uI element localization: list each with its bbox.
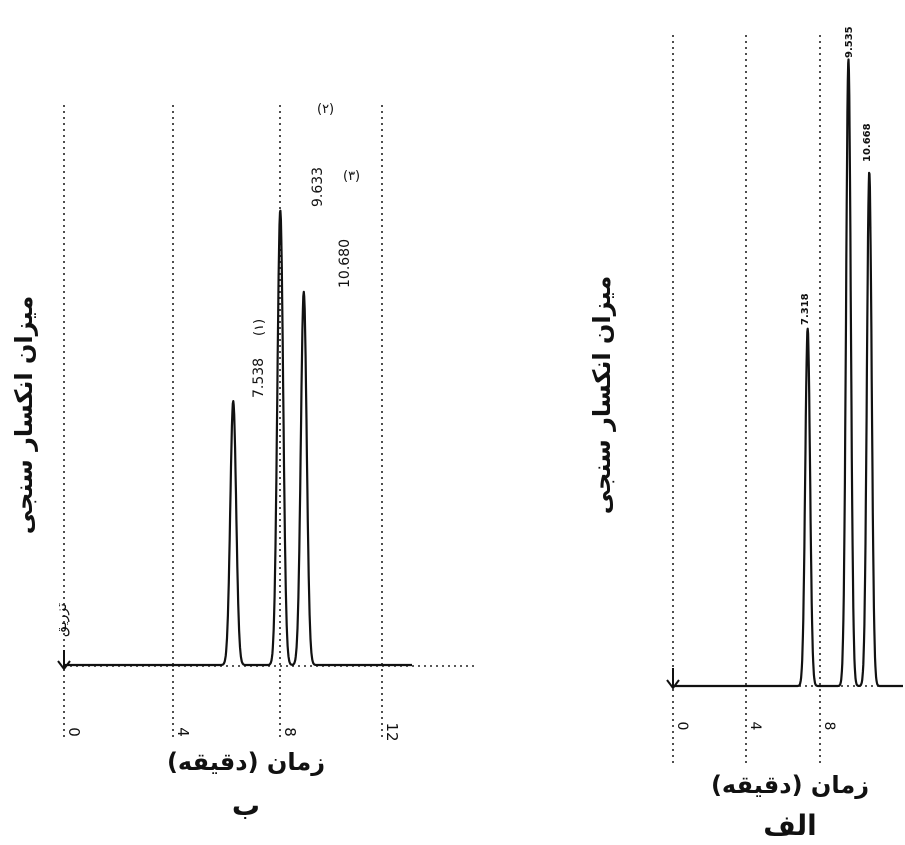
panel-alef-peak-1-label: 7.318 (800, 293, 811, 325)
panel-alef-signal-trace (672, 58, 904, 688)
panel-alef-label: الف (763, 809, 816, 842)
panel-b-tick-label-0: 0 (65, 727, 83, 737)
panel-b-y-axis-title: میزان انکسار سنجی (10, 296, 38, 534)
panel-b-peak-2-marker: (۲) (317, 102, 334, 117)
panel-alef-tick-label-4: 4 (747, 722, 763, 731)
panel-b-peak-1-label: 7.538 (251, 358, 267, 398)
panel-alef-tick-labels: 0 4 8 (674, 722, 837, 731)
panel-b-label: ب (232, 789, 260, 822)
panel-b-peak-2-label: 9.633 (310, 167, 326, 207)
panel-b-tick-label-12: 12 (383, 722, 401, 741)
panel-b-peak-3-label: 10.680 (337, 239, 353, 288)
panel-alef-tick-label-8: 8 (821, 722, 837, 731)
chart-panel-b: تزریق 0 4 8 12 7.538 (۱) 9.633 (۲) 10.68… (10, 102, 478, 822)
panel-alef-peak-3-label: 10.668 (862, 123, 873, 162)
panel-b-tick-label-8: 8 (281, 727, 299, 737)
panel-alef-x-axis-title: زمان (دقیقه) (711, 771, 869, 799)
panel-b-injection-arrow (57, 650, 71, 671)
panel-b-grid (63, 105, 478, 740)
panel-alef-y-axis-title: میزان انکسار سنجی (588, 276, 616, 514)
panel-b-tick-labels: 0 4 8 12 (65, 722, 401, 741)
panel-b-peak-labels: 7.538 (۱) 9.633 (۲) 10.680 (۳) (251, 102, 360, 398)
panel-b-tick-label-4: 4 (174, 727, 192, 737)
panel-b-injection-label: تزریق (54, 603, 70, 637)
panel-alef-injection-arrow (666, 668, 680, 690)
panel-b-signal-trace (63, 209, 413, 667)
panel-alef-tick-label-0: 0 (674, 722, 690, 731)
panel-b-peak-3-marker: (۳) (343, 169, 360, 184)
panel-b-x-axis-title: زمان (دقیقه) (167, 748, 325, 776)
panel-alef-peak-2-label: 9.535 (844, 26, 855, 58)
panel-b-peak-1-marker: (۱) (252, 319, 267, 336)
chart-panel-alef: 0 4 8 7.318 9.535 10.668 میزان انکسار سن… (588, 26, 904, 842)
panel-alef-peak-labels: 7.318 9.535 10.668 (800, 26, 873, 325)
